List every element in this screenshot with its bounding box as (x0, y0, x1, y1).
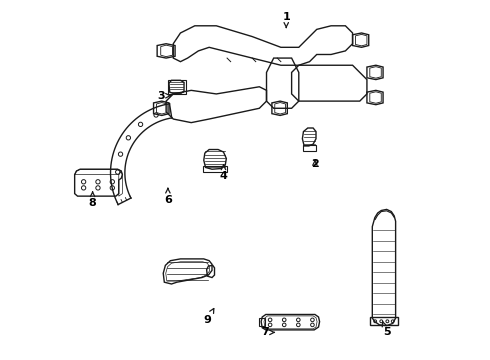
Text: 1: 1 (282, 12, 290, 28)
Text: 8: 8 (89, 192, 97, 208)
Text: 9: 9 (203, 309, 214, 325)
Text: 7: 7 (261, 327, 274, 337)
Text: 4: 4 (220, 165, 227, 181)
Text: 2: 2 (311, 159, 319, 169)
Text: 5: 5 (382, 322, 391, 337)
Text: 3: 3 (157, 91, 171, 101)
Text: 6: 6 (164, 188, 172, 205)
